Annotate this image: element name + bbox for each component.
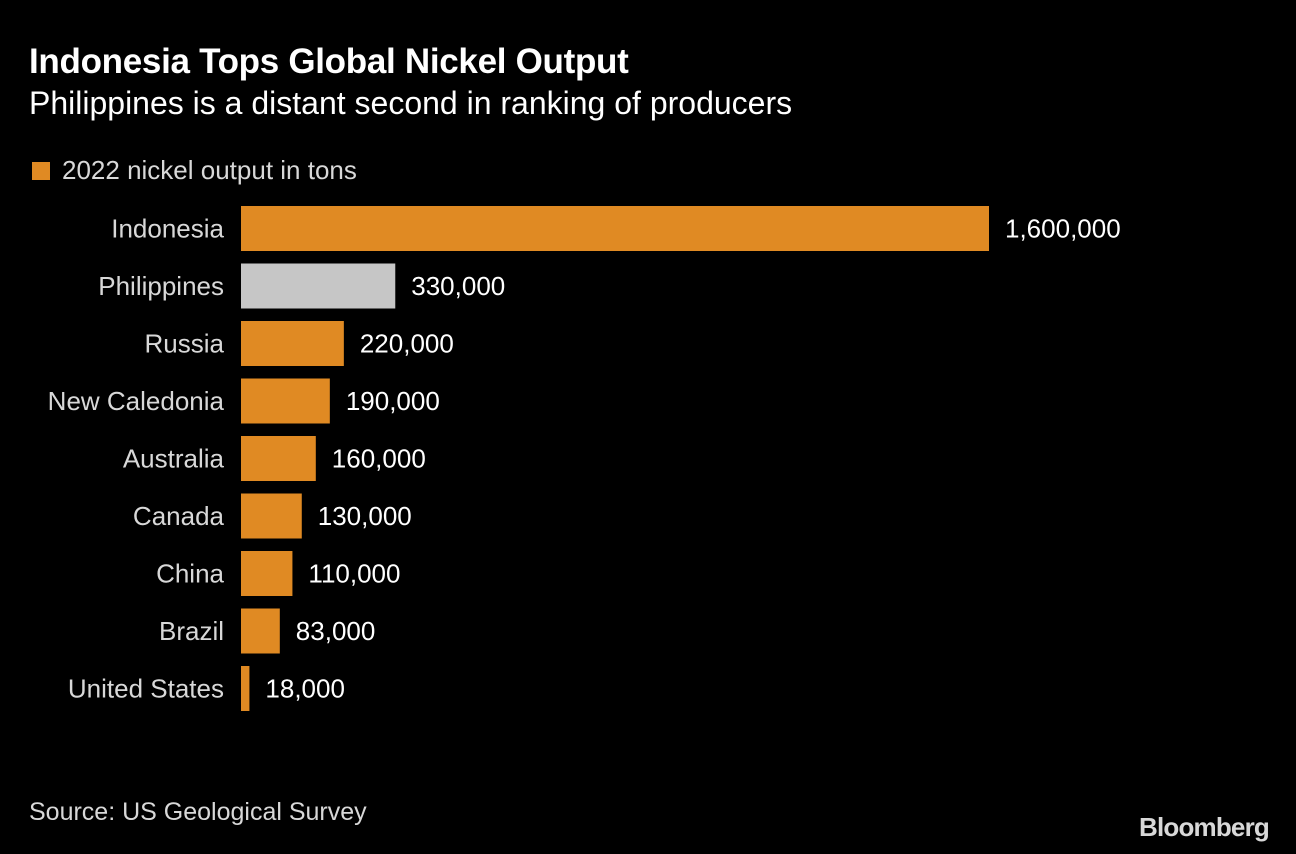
bar-indonesia <box>241 206 989 251</box>
category-label-united-states: United States <box>68 674 224 704</box>
category-label-indonesia: Indonesia <box>111 214 224 244</box>
legend-swatch <box>32 161 50 180</box>
legend: 2022 nickel output in tons <box>32 155 357 186</box>
bar-australia <box>241 436 316 481</box>
category-label-brazil: Brazil <box>159 616 224 646</box>
value-label-china: 110,000 <box>308 559 400 589</box>
chart-subtitle: Philippines is a distant second in ranki… <box>29 85 793 121</box>
value-label-australia: 160,000 <box>332 444 426 474</box>
category-label-new-caledonia: New Caledonia <box>48 386 225 416</box>
category-label-canada: Canada <box>133 501 225 531</box>
bar-new-caledonia <box>241 378 330 424</box>
category-label-australia: Australia <box>123 444 225 474</box>
value-label-philippines: 330,000 <box>411 271 505 301</box>
bar-china <box>241 551 293 596</box>
bar-brazil <box>241 608 280 654</box>
category-label-philippines: Philippines <box>98 271 224 301</box>
legend-label: 2022 nickel output in tons <box>62 155 357 185</box>
value-label-united-states: 18,000 <box>265 674 345 704</box>
value-label-brazil: 83,000 <box>296 616 376 646</box>
bar-philippines <box>241 263 396 309</box>
bloomberg-logo: Bloomberg <box>1138 812 1270 842</box>
category-label-russia: Russia <box>145 329 225 359</box>
category-label-china: China <box>156 559 224 589</box>
chart-title: Indonesia Tops Global Nickel Output <box>29 42 629 81</box>
bar-russia <box>241 321 344 366</box>
bar-canada <box>241 493 302 539</box>
value-label-russia: 220,000 <box>360 329 454 359</box>
bar-chart: Indonesia 1,600,000 Philippines 330,000 Russ… <box>48 206 1121 711</box>
value-label-indonesia: 1,600,000 <box>1005 214 1121 244</box>
bar-united-states <box>241 666 250 711</box>
source-note: Source: US Geological Survey <box>29 798 367 826</box>
value-label-canada: 130,000 <box>318 501 412 531</box>
value-label-new-caledonia: 190,000 <box>346 386 440 416</box>
